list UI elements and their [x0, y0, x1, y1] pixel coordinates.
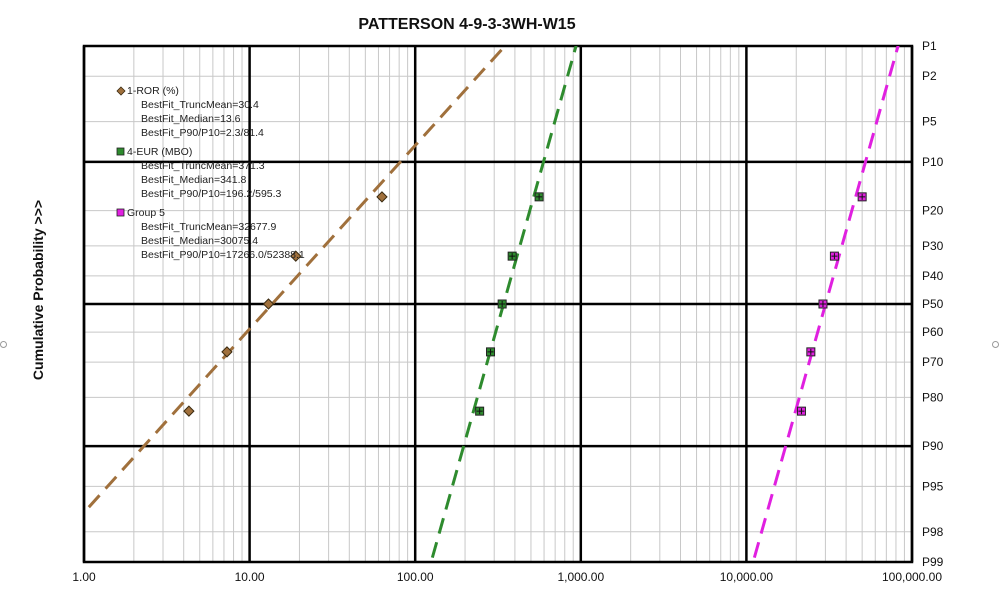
legend-stat: BestFit_TruncMean=30.4	[141, 99, 259, 111]
legend-stat: BestFit_P90/P10=2.3/81.4	[141, 127, 264, 139]
group-5-point	[829, 251, 839, 261]
legend-label: 1-ROR (%)	[127, 85, 179, 97]
1-ror-fit-line	[84, 46, 507, 515]
4-eur-mbo-point	[507, 251, 517, 261]
1-ror-point	[290, 250, 302, 262]
y-tick-label: P1	[922, 39, 937, 53]
legend-label: 4-EUR (MBO)	[127, 146, 192, 158]
y-tick-labels: P1 P2 P5 P10 P20 P30 P40 P50 P60 P70 P80 P90 P95 P98 P…	[922, 39, 944, 569]
4-eur-mbo-point	[534, 192, 544, 202]
group-5-point	[818, 299, 828, 309]
chart-title: PATTERSON 4-9-3-3WH-W15	[358, 16, 576, 33]
4-eur-mbo-point	[475, 406, 485, 416]
legend-entry-4-eur-mbo: 4-EUR (MBO) BestFit_TruncMean=371.3 BestFi…	[116, 146, 282, 200]
legend-stat: BestFit_TruncMean=371.3	[141, 160, 265, 172]
x-tick-label: 100.00	[397, 570, 434, 584]
legend-label: Group 5	[127, 207, 165, 219]
y-tick-label: P10	[922, 155, 944, 169]
data-points	[183, 191, 867, 417]
y-tick-label: P90	[922, 439, 944, 453]
x-tick-label: 10,000.00	[720, 570, 774, 584]
y-tick-label: P30	[922, 239, 944, 253]
legend-entry-1-ror: 1-ROR (%) BestFit_TruncMean=30.4 BestFit_M…	[116, 85, 264, 139]
plot-border	[82, 44, 914, 564]
y-tick-label: P70	[922, 355, 944, 369]
legend-stat: BestFit_P90/P10=17266.0/52388.1	[141, 249, 305, 261]
4-eur-mbo-point	[497, 299, 507, 309]
1-ror-point	[262, 298, 275, 310]
y-tick-label: P5	[922, 115, 937, 129]
y-tick-label: P98	[922, 525, 944, 539]
y-tick-label: P20	[922, 204, 944, 218]
legend-stat: BestFit_Median=30075.4	[141, 235, 258, 247]
legend-stat: BestFit_Median=13.6	[141, 113, 241, 125]
resize-handle-left[interactable]	[0, 341, 7, 348]
legend-stat: BestFit_Median=341.8	[141, 174, 247, 186]
legend-stat: BestFit_P90/P10=196.2/595.3	[141, 188, 282, 200]
group-5-point	[857, 192, 867, 202]
x-tick-label: 1,000.00	[557, 570, 604, 584]
y-tick-label: P40	[922, 269, 944, 283]
legend-stat: BestFit_TruncMean=32677.9	[141, 221, 276, 233]
y-tick-label: P95	[922, 479, 944, 493]
x-tick-label: 10.00	[235, 570, 265, 584]
x-tick-labels: 1.00 10.00 100.00 1,000.00 10,000.00 100,000.…	[72, 570, 942, 584]
group-5-point	[806, 347, 816, 357]
y-tick-label: P80	[922, 390, 944, 404]
1-ror-point	[221, 346, 233, 358]
1-ror-point	[376, 191, 388, 203]
x-tick-label: 1.00	[72, 570, 96, 584]
legend: 1-ROR (%) BestFit_TruncMean=30.4 BestFit_M…	[116, 85, 305, 261]
y-tick-label: P99	[922, 555, 944, 569]
legend-marker	[116, 208, 125, 217]
1-ror-point	[183, 405, 195, 417]
legend-entry-group-5: Group 5 BestFit_TruncMean=32677.9 BestFit_…	[116, 207, 305, 261]
resize-handle-right[interactable]	[992, 341, 999, 348]
y-tick-label: P2	[922, 69, 937, 83]
y-tick-label: P60	[922, 325, 944, 339]
4-eur-mbo-point	[486, 347, 496, 357]
legend-marker	[116, 147, 125, 156]
group-5-point	[796, 406, 806, 416]
legend-marker	[116, 86, 126, 96]
y-tick-label: P50	[922, 297, 944, 311]
x-tick-label: 100,000.00	[882, 570, 942, 584]
